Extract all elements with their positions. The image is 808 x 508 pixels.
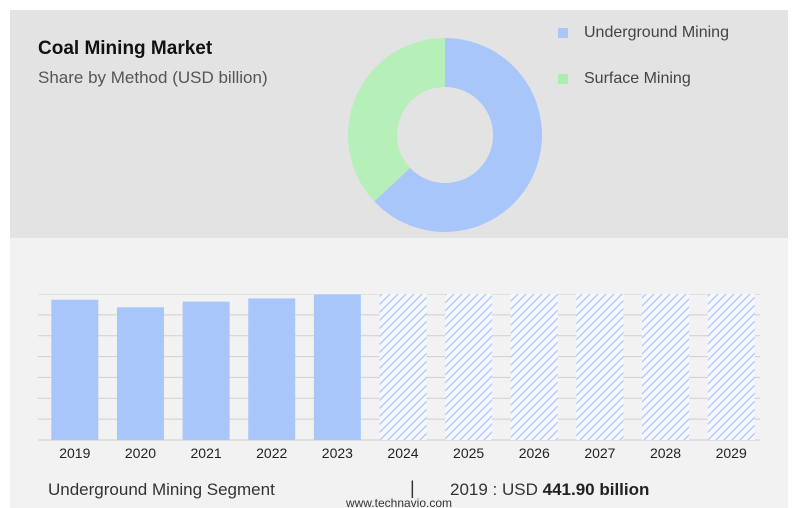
- bar-chart: 2019 2020 2021 2022 2023 2024 2025 2026 2027 2028…: [38, 294, 760, 461]
- legend-item-surface: Surface Mining: [558, 70, 691, 88]
- bar-2019: [51, 299, 99, 440]
- forecast-bar-2028: [642, 294, 690, 440]
- footer-value-prefix: 2019 : USD: [450, 480, 538, 499]
- bar-2023: [313, 294, 361, 440]
- bar-2021: [182, 301, 230, 440]
- x-tick-label-2021: 2021: [191, 445, 222, 461]
- legend-swatch-underground: [558, 28, 568, 38]
- footer-segment-label: Underground Mining Segment: [48, 480, 275, 499]
- x-tick-label-2026: 2026: [519, 445, 550, 461]
- forecast-bar-2025: [445, 294, 493, 440]
- legend-label-surface: Surface Mining: [584, 70, 691, 87]
- bar-2020: [116, 307, 164, 440]
- forecast-bar-2026: [510, 294, 558, 440]
- source-credit: www.technavio.com: [345, 496, 453, 508]
- chart-card: Coal Mining Market Share by Method (USD …: [10, 10, 788, 508]
- forecast-bar-2024: [379, 294, 427, 440]
- x-tick-label-2022: 2022: [256, 445, 287, 461]
- x-tick-label-2029: 2029: [716, 445, 747, 461]
- footer-value: 2019 : USD 441.90 billion: [450, 480, 649, 500]
- legend-label-underground: Underground Mining: [584, 24, 729, 41]
- x-tick-label-2020: 2020: [125, 445, 156, 461]
- x-tick-label-2024: 2024: [387, 445, 418, 461]
- x-tick-label-2027: 2027: [584, 445, 615, 461]
- legend-swatch-surface: [558, 74, 568, 84]
- footer-separator: |: [410, 478, 415, 498]
- chart-title: Coal Mining Market: [38, 38, 213, 59]
- forecast-bar-2027: [576, 294, 624, 440]
- x-tick-label-2023: 2023: [322, 445, 353, 461]
- footer-value-amount: 441.90 billion: [542, 480, 650, 499]
- x-tick-label-2028: 2028: [650, 445, 681, 461]
- forecast-bar-2029: [707, 294, 755, 440]
- x-tick-label-2019: 2019: [59, 445, 90, 461]
- legend-item-underground: Underground Mining: [558, 24, 729, 42]
- donut-slice-surface-mining: [348, 38, 445, 202]
- donut-chart: [348, 38, 542, 232]
- donut-slice-underground-mining: [374, 38, 542, 232]
- chart-subtitle: Share by Method (USD billion): [38, 68, 268, 87]
- x-tick-label-2025: 2025: [453, 445, 484, 461]
- bar-2022: [248, 298, 296, 440]
